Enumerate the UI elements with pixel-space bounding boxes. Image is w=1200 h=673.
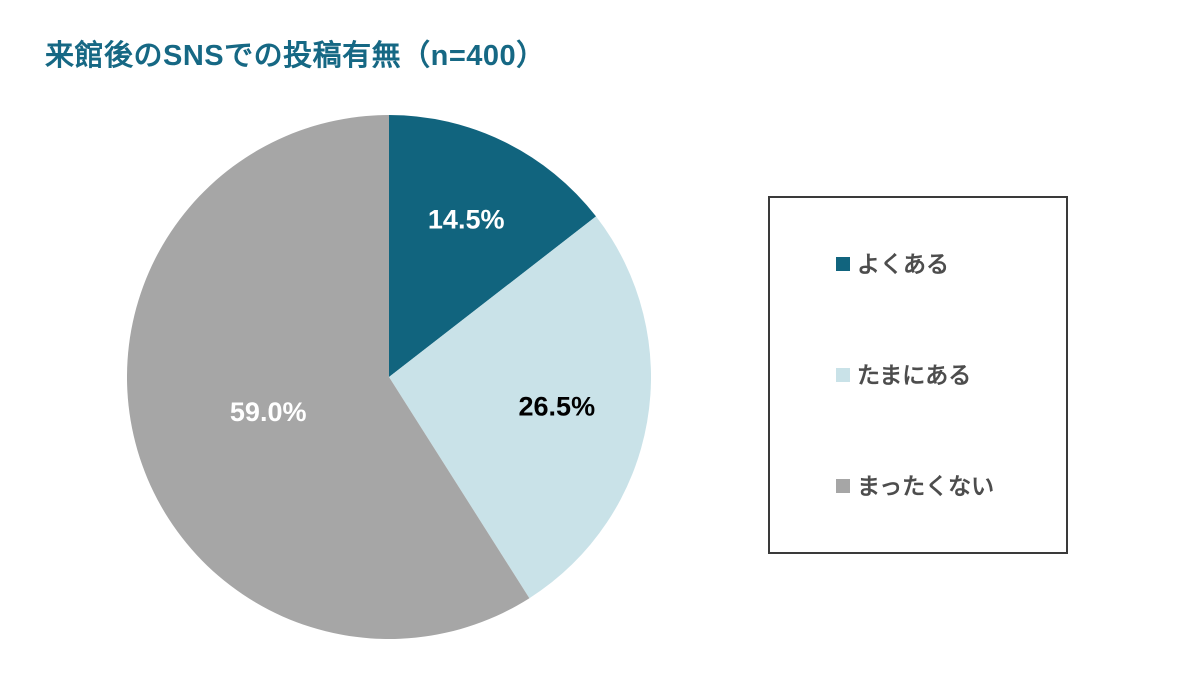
slice-label: 59.0% <box>230 397 307 427</box>
legend-box: よくあるたまにあるまったくない <box>768 196 1068 554</box>
legend-item-label: たまにある <box>857 361 972 388</box>
legend-swatch-icon <box>836 257 850 271</box>
pie-slice-よくある <box>389 115 597 377</box>
legend-item-label: よくある <box>857 250 949 277</box>
legend-swatch-icon <box>836 479 850 493</box>
legend-item-まったくない: まったくない <box>836 472 995 499</box>
legend-item-label: まったくない <box>857 472 995 499</box>
legend-item-よくある: よくある <box>836 250 949 277</box>
legend-swatch-icon <box>836 368 850 382</box>
slice-label: 26.5% <box>519 391 596 421</box>
pie-slice-たまにある <box>389 216 651 599</box>
pie-chart: 14.5% 26.5% 59.0% <box>126 115 651 639</box>
pie-slice-まったくない <box>126 115 530 639</box>
slice-label: 14.5% <box>428 204 505 234</box>
legend-item-たまにある: たまにある <box>836 361 972 388</box>
chart-title: 来館後のSNSでの投稿有無（n=400） <box>45 40 546 72</box>
